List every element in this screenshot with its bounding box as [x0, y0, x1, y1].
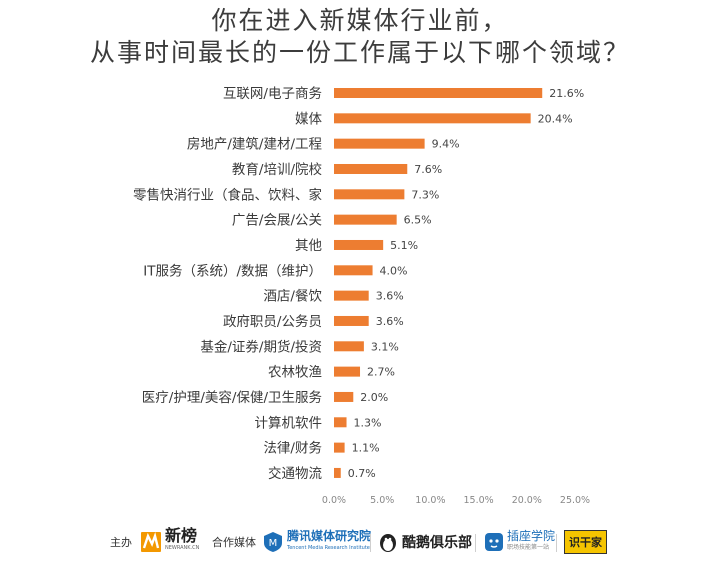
bar [334, 417, 347, 428]
category-label: 计算机软件 [255, 415, 323, 431]
bar [334, 366, 361, 377]
value-label: 2.7% [367, 366, 395, 379]
value-label: 7.3% [411, 188, 439, 201]
value-label: 1.1% [352, 442, 380, 455]
value-label: 9.4% [432, 138, 460, 151]
category-label: 其他 [295, 238, 322, 254]
chart-title-line-1: 你在进入新媒体行业前， [211, 6, 509, 35]
bar [334, 467, 341, 478]
tencent-shield-icon: M [264, 532, 282, 552]
socket-icon [485, 533, 503, 551]
bar [334, 290, 369, 301]
category-label: 农林牧渔 [268, 365, 322, 381]
category-label: IT服务（系统）/数据（维护） [143, 263, 322, 279]
value-label: 3.6% [376, 290, 404, 303]
value-label: 7.6% [414, 163, 442, 176]
tencent-logo-sub: Tencent Media Research Institute [287, 545, 370, 551]
newrank-logo-sub: NEWRANK.CN [165, 545, 200, 551]
bar [334, 113, 531, 124]
x-tick-label: 0.0% [322, 495, 346, 506]
shigan-badge: 识干家 [564, 530, 607, 554]
category-label: 房地产/建筑/建材/工程 [187, 137, 322, 153]
footer-divider [370, 534, 371, 552]
value-label: 20.4% [538, 112, 573, 125]
chazuo-logo: 插座学院 职场技能第一站 [484, 522, 555, 562]
value-label: 1.3% [354, 416, 382, 429]
bar [334, 442, 345, 453]
bar [334, 138, 425, 149]
value-label: 3.6% [376, 315, 404, 328]
bar [334, 189, 405, 200]
bar [334, 88, 543, 98]
value-label: 4.0% [380, 264, 408, 277]
footer: 主办 新榜 NEWRANK.CN 合作媒体 M 腾讯媒体研究院 Tencent … [0, 522, 720, 562]
category-label: 零售快消行业（食品、饮料、家 [133, 186, 322, 203]
value-label: 0.7% [348, 467, 376, 480]
bar [334, 391, 354, 402]
newrank-logo-icon [141, 531, 161, 552]
category-label: 交通物流 [268, 465, 322, 482]
category-label: 教育/培训/院校 [232, 161, 323, 178]
category-label: 基金/证券/期货/投资 [200, 338, 322, 355]
category-label: 医疗/护理/美容/保健/卫生服务 [142, 389, 322, 406]
bar [334, 163, 408, 174]
x-tick-label: 10.0% [415, 495, 445, 506]
category-label: 政府职员/公务员 [223, 314, 322, 330]
value-label: 3.1% [371, 340, 399, 353]
bar [334, 315, 369, 326]
value-label: 5.1% [390, 239, 418, 252]
shigan-logo: 识干家 [564, 522, 607, 562]
partner-label: 合作媒体 [212, 536, 256, 549]
value-label: 2.0% [360, 391, 388, 404]
tencent-media-logo: M 腾讯媒体研究院 Tencent Media Research Institu… [262, 522, 371, 562]
penguin-icon [380, 534, 396, 552]
chart-title-line-2: 从事时间最长的一份工作属于以下哪个领域？ [89, 38, 630, 67]
bar-chart: 互联网/电子商务 21.6% 媒体 20.4% 房地产/建筑/建材/工程 9.4% 教育/培… [133, 86, 590, 506]
x-tick-label: 25.0% [560, 495, 590, 506]
bar [334, 341, 364, 352]
footer-divider [475, 534, 476, 552]
footer-divider [556, 534, 557, 552]
category-label: 媒体 [295, 111, 322, 127]
chazuo-logo-sub: 职场技能第一站 [507, 544, 550, 551]
x-tick-label: 5.0% [370, 495, 394, 506]
value-label: 21.6% [549, 87, 584, 100]
tencent-logo-text: 腾讯媒体研究院 [287, 529, 372, 543]
category-label: 广告/会展/公关 [232, 213, 322, 229]
host-label: 主办 [110, 536, 132, 549]
bar [334, 265, 373, 276]
x-tick-label: 15.0% [464, 495, 494, 506]
category-label: 法律/财务 [263, 441, 322, 457]
value-label: 6.5% [404, 214, 432, 227]
x-tick-label: 20.0% [512, 495, 542, 506]
category-label: 互联网/电子商务 [223, 86, 322, 102]
svg-text:M: M [269, 538, 278, 549]
bar [334, 239, 384, 250]
bar [334, 214, 397, 225]
newrank-logo: 新榜 NEWRANK.CN [140, 522, 199, 562]
kue-club-logo: 酷鹅俱乐部 [377, 522, 472, 562]
category-label: 酒店/餐饮 [263, 289, 322, 305]
kue-club-logo-text: 酷鹅俱乐部 [402, 535, 472, 551]
chazuo-logo-text: 插座学院 [507, 529, 556, 543]
newrank-logo-text: 新榜 [165, 526, 198, 545]
